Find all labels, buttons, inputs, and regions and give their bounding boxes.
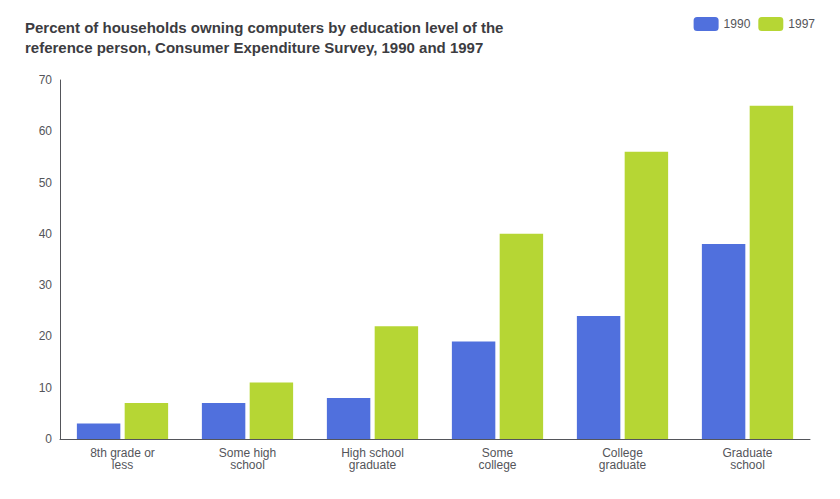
svg-text:70: 70 <box>39 73 53 87</box>
svg-text:graduate: graduate <box>349 458 397 472</box>
svg-text:less: less <box>112 458 133 472</box>
svg-text:0: 0 <box>45 432 52 446</box>
svg-text:8th grade or: 8th grade or <box>90 446 155 460</box>
svg-text:school: school <box>230 458 265 472</box>
svg-text:Graduate: Graduate <box>722 446 773 460</box>
svg-text:1990: 1990 <box>724 17 751 31</box>
svg-text:High school: High school <box>341 446 404 460</box>
svg-text:college: college <box>478 458 516 472</box>
svg-text:graduate: graduate <box>599 458 647 472</box>
svg-text:20: 20 <box>39 329 53 343</box>
svg-text:1997: 1997 <box>788 17 815 31</box>
svg-text:Some high: Some high <box>218 446 277 460</box>
svg-text:school: school <box>730 458 765 472</box>
svg-text:Percent of households owning c: Percent of households owning computers b… <box>25 19 503 36</box>
svg-text:10: 10 <box>39 381 53 395</box>
svg-text:40: 40 <box>39 227 53 241</box>
svg-text:50: 50 <box>39 176 53 190</box>
svg-text:College: College <box>602 446 643 460</box>
svg-text:60: 60 <box>39 124 53 138</box>
svg-text:Some: Some <box>481 446 514 460</box>
svg-text:30: 30 <box>39 278 53 292</box>
svg-text:reference person, Consumer Exp: reference person, Consumer Expenditure S… <box>25 39 483 56</box>
